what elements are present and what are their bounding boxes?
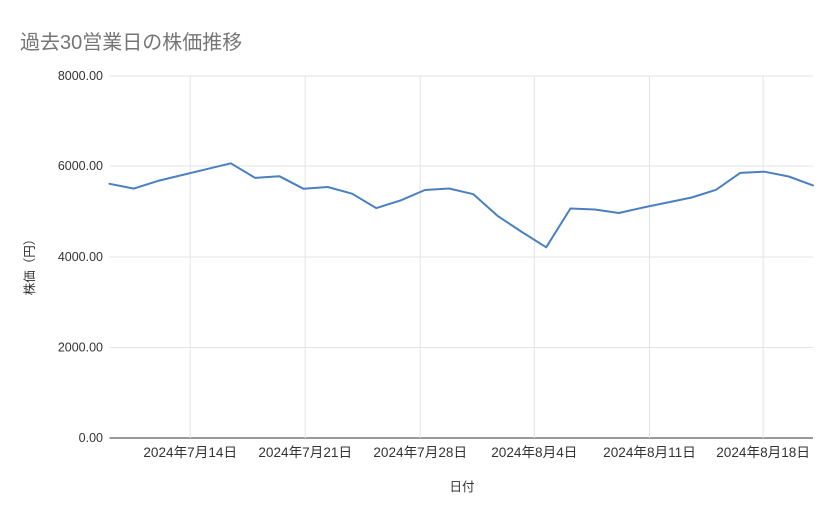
svg-text:6000.00: 6000.00	[58, 159, 103, 173]
svg-text:0.00: 0.00	[79, 431, 103, 445]
svg-text:株価（円）: 株価（円）	[22, 233, 37, 296]
svg-text:2024年7月28日: 2024年7月28日	[373, 445, 467, 460]
svg-text:2024年8月4日: 2024年8月4日	[491, 445, 577, 460]
svg-text:8000.00: 8000.00	[58, 69, 103, 83]
svg-text:4000.00: 4000.00	[58, 250, 103, 264]
svg-text:2024年7月14日: 2024年7月14日	[143, 445, 237, 460]
svg-text:2024年8月18日: 2024年8月18日	[716, 445, 810, 460]
svg-text:2024年8月11日: 2024年8月11日	[603, 445, 696, 460]
svg-text:日付: 日付	[449, 480, 474, 494]
svg-text:2000.00: 2000.00	[58, 341, 103, 355]
svg-text:2024年7月21日: 2024年7月21日	[258, 445, 352, 460]
